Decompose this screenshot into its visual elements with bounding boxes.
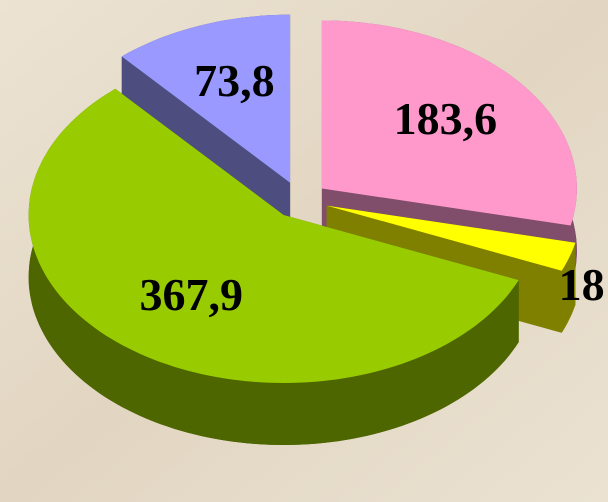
slice — [121, 14, 291, 183]
slice — [28, 88, 519, 384]
data-label: 18 — [559, 259, 605, 310]
slice — [326, 205, 576, 271]
slice — [321, 20, 577, 226]
data-label: 367,9 — [139, 269, 243, 320]
data-label: 183,6 — [394, 93, 498, 144]
data-label: 73,8 — [194, 55, 275, 106]
slice-rim — [561, 242, 576, 333]
